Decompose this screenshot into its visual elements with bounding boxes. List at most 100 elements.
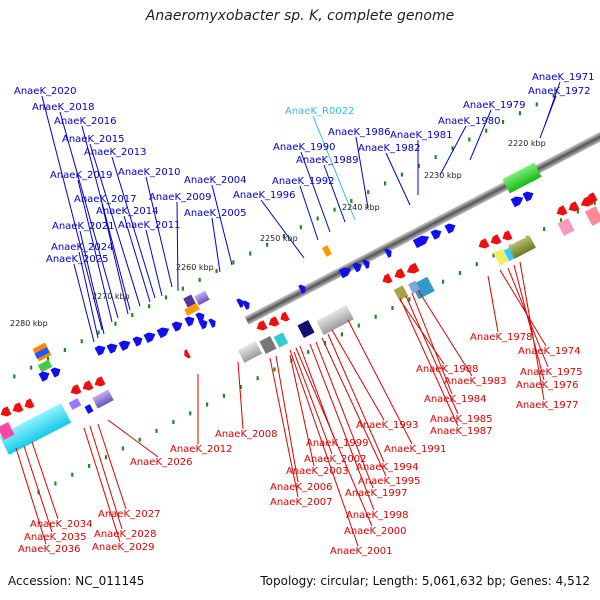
inner-tick-mark (475, 262, 478, 267)
minus-gene-arrow (24, 398, 35, 409)
plus-gene-arrow (352, 262, 362, 273)
minus-gene-label-leader (321, 337, 387, 477)
inner-tick-mark (121, 446, 124, 451)
outer-tick-mark (350, 198, 353, 203)
minus-gene-label-leader (309, 343, 375, 511)
plus-gene-label: AnaeK_2009 (149, 192, 211, 203)
feature-block (411, 276, 435, 300)
plus-gene-label-leader (78, 251, 99, 339)
minus-gene-arrow (490, 234, 502, 245)
plus-gene-label-leader (111, 156, 156, 299)
plus-gene-label-leader (73, 263, 95, 343)
inner-tick-mark (256, 376, 259, 381)
inner-tick-mark (189, 411, 192, 416)
inner-tick-mark (307, 349, 310, 354)
minus-gene-label-leader (15, 447, 47, 545)
minus-gene-label: AnaeK_1991 (384, 444, 446, 455)
minus-gene-arrow (382, 273, 393, 284)
plus-gene-label-leader (41, 95, 103, 331)
plus-gene-arrow (444, 223, 456, 234)
feature-block (0, 422, 15, 440)
minus-gene-arrow (394, 268, 406, 279)
plus-gene-label: AnaeK_2015 (62, 134, 124, 145)
inner-tick-mark (340, 332, 344, 337)
outer-tick-mark (434, 155, 437, 160)
plus-gene-arrow (106, 343, 118, 354)
minus-gene-label: AnaeK_1985 (430, 414, 492, 425)
plus-gene-label-leader (211, 217, 221, 273)
plus-gene-label-leader (260, 199, 305, 259)
minus-gene-arrow (502, 230, 513, 241)
minus-gene-label-leader (293, 351, 333, 455)
outer-tick-mark (181, 286, 184, 291)
genome-backbone (244, 0, 600, 325)
minus-gene-label: AnaeK_1977 (516, 400, 578, 411)
minus-gene-label-leader (31, 441, 59, 520)
outer-tick-mark (232, 260, 235, 265)
minus-gene-label-leader (499, 269, 547, 347)
minus-gene-label-leader (347, 319, 413, 445)
plus-gene-label: AnaeK_1989 (296, 155, 358, 166)
minus-gene-arrow (406, 262, 420, 274)
outer-tick-mark (299, 225, 302, 230)
inner-tick-mark (391, 306, 394, 311)
feature-block (34, 347, 50, 359)
plus-gene-arrow (510, 196, 524, 208)
minus-gene-label-leader (237, 361, 244, 430)
scale-label: 2260 kbp (176, 263, 214, 272)
inner-tick-mark (88, 463, 91, 468)
rna-gene-label-leader (312, 115, 356, 221)
outer-tick-mark (400, 172, 404, 177)
minus-gene-arrow (556, 205, 568, 216)
minus-gene-label-leader (83, 427, 121, 543)
minus-gene-label-leader (295, 347, 373, 527)
feature-block (493, 248, 509, 266)
minus-gene-label: AnaeK_1987 (430, 426, 492, 437)
minus-gene-label: AnaeK_2029 (92, 542, 154, 553)
minus-gene-label: AnaeK_2028 (94, 529, 156, 540)
plus-gene-label: AnaeK_2024 (51, 242, 113, 253)
minus-gene-label: AnaeK_2007 (270, 497, 332, 508)
plus-gene-label-leader (101, 203, 129, 315)
minus-gene-label: AnaeK_1978 (470, 332, 532, 343)
minus-gene-arrow (94, 376, 106, 387)
outer-tick-mark (63, 348, 66, 353)
plus-gene-arrow (118, 340, 131, 352)
outer-tick-mark (131, 312, 134, 317)
outer-tick-mark (114, 321, 117, 326)
scale-label: 2240 kbp (342, 203, 380, 212)
inner-tick-mark (593, 200, 596, 205)
minus-gene-label: AnaeK_1995 (358, 476, 420, 487)
plus-gene-label: AnaeK_2013 (84, 147, 146, 158)
outer-tick-mark (451, 146, 454, 151)
plus-gene-label-leader (323, 164, 346, 223)
minus-gene-arrow (82, 380, 94, 391)
feature-block (557, 218, 575, 236)
minus-gene-label: AnaeK_1997 (345, 488, 407, 499)
minus-gene-label-leader (411, 292, 453, 395)
plus-gene-label-leader (81, 125, 131, 311)
plus-gene-label: AnaeK_2016 (54, 116, 116, 127)
plus-gene-arrow (430, 229, 442, 240)
outer-tick-mark (417, 163, 420, 168)
scale-label: 2280 kbp (10, 319, 48, 328)
plus-gene-arrow (362, 259, 370, 269)
inner-tick-mark (138, 437, 141, 442)
plus-gene-arrow (236, 298, 244, 308)
minus-gene-label: AnaeK_2027 (98, 509, 160, 520)
plus-gene-label-leader (355, 136, 369, 209)
minus-gene-label: AnaeK_1975 (520, 367, 582, 378)
feature-block (194, 290, 210, 306)
plus-gene-arrow (38, 371, 50, 382)
minus-gene-label-leader (519, 261, 545, 401)
plus-gene-label: AnaeK_2004 (184, 175, 246, 186)
plus-gene-label-leader (145, 229, 163, 297)
plus-gene-label-leader (539, 95, 557, 139)
minus-gene-label: AnaeK_2000 (344, 526, 406, 537)
plus-gene-label-leader (79, 230, 105, 335)
plus-gene-label-leader (59, 111, 119, 319)
plus-gene-label-leader (439, 125, 467, 176)
minus-gene-label: AnaeK_1974 (518, 346, 580, 357)
minus-gene-label: AnaeK_2008 (215, 429, 277, 440)
